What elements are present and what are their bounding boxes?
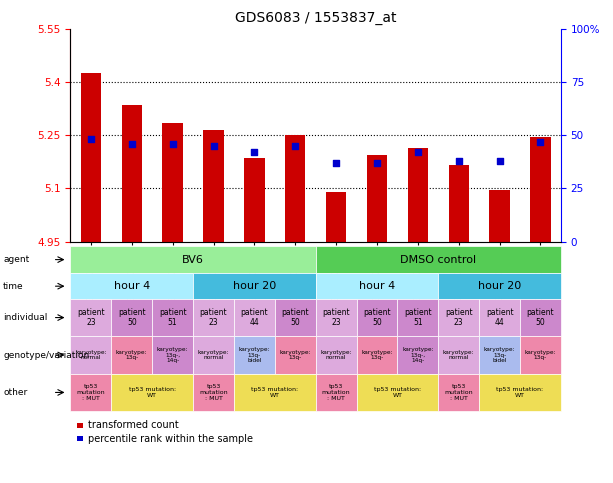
Bar [121,105,142,242]
Text: hour 4: hour 4 [113,281,150,291]
Point [536,138,546,145]
Text: karyotype:
normal: karyotype: normal [443,350,474,360]
Bar [449,165,469,242]
Text: patient
44: patient 44 [485,308,514,327]
Text: percentile rank within the sample: percentile rank within the sample [88,434,253,444]
Text: BV6: BV6 [182,255,204,265]
Text: tp53
mutation
: MUT: tp53 mutation : MUT [77,384,105,401]
Point [127,140,137,148]
Title: GDS6083 / 1553837_at: GDS6083 / 1553837_at [235,11,397,25]
Text: hour 20: hour 20 [233,281,276,291]
Text: tp53
mutation
: MUT: tp53 mutation : MUT [322,384,351,401]
Text: karyotype:
13q-
bidel: karyotype: 13q- bidel [238,347,270,363]
Point [331,159,341,167]
Text: karyotype:
13q-
bidel: karyotype: 13q- bidel [484,347,516,363]
Bar [162,123,183,242]
Text: tp53
mutation
: MUT: tp53 mutation : MUT [444,384,473,401]
Point [413,148,423,156]
Text: DMSO control: DMSO control [400,255,476,265]
Bar [81,73,101,241]
Text: karyotype:
13q-: karyotype: 13q- [525,350,556,360]
Text: tp53 mutation:
WT: tp53 mutation: WT [497,387,544,398]
Point [454,157,463,165]
Text: karyotype:
13q-: karyotype: 13q- [116,350,148,360]
Text: hour 20: hour 20 [478,281,521,291]
Text: genotype/variation: genotype/variation [3,351,89,359]
Bar [326,192,346,242]
Text: patient
50: patient 50 [118,308,146,327]
Text: karyotype:
normal: karyotype: normal [198,350,229,360]
Text: patient
23: patient 23 [322,308,350,327]
Text: patient
50: patient 50 [527,308,554,327]
Point [249,148,259,156]
Point [208,142,218,150]
Bar [530,137,550,242]
Text: transformed count: transformed count [88,420,179,430]
Text: karyotype:
normal: karyotype: normal [321,350,352,360]
Text: patient
51: patient 51 [404,308,432,327]
Text: patient
23: patient 23 [445,308,473,327]
Point [495,157,504,165]
Bar [285,135,305,242]
Bar [244,158,265,242]
Text: tp53 mutation:
WT: tp53 mutation: WT [129,387,176,398]
Text: patient
50: patient 50 [363,308,391,327]
Text: hour 4: hour 4 [359,281,395,291]
Text: karyotype:
13q-: karyotype: 13q- [361,350,393,360]
Point [86,136,96,143]
Text: karyotype:
13q-,
14q-: karyotype: 13q-, 14q- [157,347,188,363]
Text: tp53 mutation:
WT: tp53 mutation: WT [251,387,299,398]
Text: karyotype:
13q-: karyotype: 13q- [280,350,311,360]
Bar [408,148,428,242]
Point [291,142,300,150]
Text: tp53
mutation
: MUT: tp53 mutation : MUT [199,384,228,401]
Point [168,140,178,148]
Text: patient
51: patient 51 [159,308,186,327]
Bar [204,130,224,242]
Text: agent: agent [3,255,29,264]
Text: other: other [3,388,28,397]
Text: patient
23: patient 23 [200,308,227,327]
Text: patient
44: patient 44 [240,308,268,327]
Text: time: time [3,282,24,291]
Text: patient
23: patient 23 [77,308,105,327]
Text: tp53 mutation:
WT: tp53 mutation: WT [374,387,421,398]
Text: karyotype:
normal: karyotype: normal [75,350,107,360]
Text: individual: individual [3,313,47,322]
Text: karyotype:
13q-,
14q-: karyotype: 13q-, 14q- [402,347,433,363]
Point [372,159,382,167]
Text: patient
50: patient 50 [281,308,309,327]
Bar [367,155,387,242]
Bar [489,190,510,242]
